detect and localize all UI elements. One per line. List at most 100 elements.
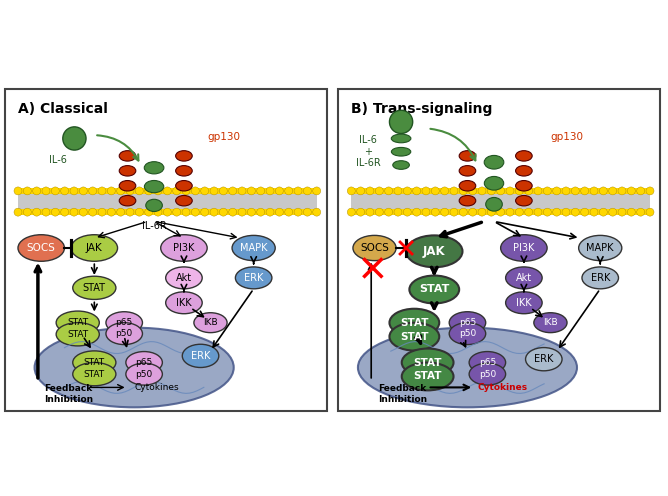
Ellipse shape — [516, 181, 532, 191]
Circle shape — [89, 208, 97, 216]
Circle shape — [599, 208, 607, 216]
Ellipse shape — [516, 195, 532, 206]
Ellipse shape — [144, 181, 164, 193]
Circle shape — [375, 208, 383, 216]
Ellipse shape — [526, 348, 562, 371]
Circle shape — [590, 187, 598, 195]
Ellipse shape — [484, 155, 504, 169]
FancyBboxPatch shape — [18, 193, 317, 209]
Ellipse shape — [459, 151, 476, 161]
Circle shape — [89, 187, 97, 195]
Circle shape — [571, 187, 579, 195]
Circle shape — [385, 187, 393, 195]
Ellipse shape — [176, 166, 192, 176]
Ellipse shape — [409, 276, 459, 304]
Ellipse shape — [146, 199, 162, 211]
Circle shape — [599, 187, 607, 195]
Text: p65: p65 — [479, 358, 496, 367]
Text: STAT: STAT — [413, 358, 442, 368]
Ellipse shape — [506, 292, 542, 313]
Ellipse shape — [71, 235, 118, 261]
Text: STAT: STAT — [67, 330, 88, 339]
FancyBboxPatch shape — [351, 209, 650, 215]
Circle shape — [266, 208, 274, 216]
Ellipse shape — [358, 328, 577, 407]
Text: p50: p50 — [136, 370, 153, 378]
Ellipse shape — [389, 309, 440, 337]
Text: ERK: ERK — [191, 351, 210, 361]
Circle shape — [432, 187, 440, 195]
Circle shape — [108, 187, 116, 195]
Ellipse shape — [56, 323, 100, 346]
Circle shape — [79, 208, 88, 216]
Ellipse shape — [401, 349, 454, 376]
Circle shape — [609, 187, 617, 195]
Circle shape — [247, 208, 255, 216]
Text: Feedback
Inhibition: Feedback Inhibition — [378, 384, 427, 404]
Text: gp130: gp130 — [207, 132, 240, 142]
Circle shape — [191, 208, 199, 216]
Ellipse shape — [469, 352, 506, 373]
Circle shape — [460, 187, 468, 195]
Circle shape — [413, 208, 421, 216]
Circle shape — [422, 208, 430, 216]
Circle shape — [173, 187, 180, 195]
Circle shape — [294, 208, 302, 216]
Circle shape — [450, 187, 458, 195]
Circle shape — [182, 208, 190, 216]
Circle shape — [515, 208, 523, 216]
Ellipse shape — [469, 363, 506, 385]
Text: STAT: STAT — [400, 317, 429, 328]
Circle shape — [627, 187, 635, 195]
Circle shape — [506, 208, 514, 216]
Circle shape — [210, 208, 218, 216]
Circle shape — [413, 187, 421, 195]
FancyBboxPatch shape — [338, 89, 660, 411]
Circle shape — [247, 187, 255, 195]
Circle shape — [488, 208, 495, 216]
Circle shape — [257, 208, 265, 216]
Text: IL-6
+
IL-6R: IL-6 + IL-6R — [355, 135, 380, 168]
Circle shape — [14, 187, 22, 195]
Circle shape — [534, 187, 542, 195]
FancyBboxPatch shape — [18, 188, 317, 193]
Circle shape — [294, 187, 302, 195]
FancyBboxPatch shape — [351, 188, 650, 193]
Circle shape — [422, 187, 430, 195]
Circle shape — [200, 187, 208, 195]
Ellipse shape — [235, 267, 272, 289]
Circle shape — [191, 187, 199, 195]
Circle shape — [42, 208, 50, 216]
Circle shape — [524, 208, 532, 216]
Ellipse shape — [73, 276, 116, 300]
Circle shape — [313, 187, 321, 195]
Circle shape — [460, 208, 468, 216]
Text: Akt: Akt — [516, 273, 532, 283]
Circle shape — [389, 110, 413, 133]
Ellipse shape — [401, 363, 454, 390]
Circle shape — [366, 208, 374, 216]
Text: gp130: gp130 — [550, 132, 583, 142]
Circle shape — [70, 208, 78, 216]
Circle shape — [98, 208, 106, 216]
Circle shape — [23, 187, 31, 195]
Ellipse shape — [126, 352, 162, 373]
Ellipse shape — [534, 312, 567, 333]
Ellipse shape — [119, 151, 136, 161]
Ellipse shape — [166, 292, 202, 313]
Circle shape — [136, 208, 144, 216]
Circle shape — [524, 187, 532, 195]
Circle shape — [70, 187, 78, 195]
Circle shape — [469, 187, 477, 195]
Ellipse shape — [391, 134, 411, 143]
Ellipse shape — [449, 311, 486, 334]
Text: Akt: Akt — [176, 273, 192, 283]
Text: IKB: IKB — [203, 318, 218, 327]
Circle shape — [173, 208, 180, 216]
Text: ERK: ERK — [244, 273, 263, 283]
Circle shape — [562, 208, 570, 216]
Circle shape — [469, 208, 477, 216]
Circle shape — [145, 187, 153, 195]
Circle shape — [79, 187, 88, 195]
Text: STAT: STAT — [84, 358, 105, 367]
